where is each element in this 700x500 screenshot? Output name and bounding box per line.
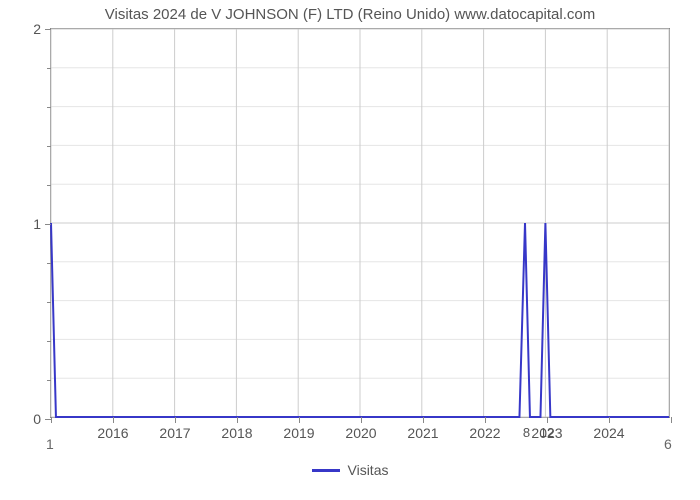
x-tick-mark <box>237 417 238 423</box>
legend-label: Visitas <box>348 462 389 478</box>
x-tick-mark <box>671 417 672 423</box>
series-layer <box>51 29 669 417</box>
y-minor-tick-mark <box>47 146 51 147</box>
x-tick-mark <box>485 417 486 423</box>
y-tick-mark <box>45 29 51 30</box>
x-tick-mark <box>361 417 362 423</box>
x-tick-label: 2020 <box>345 425 376 441</box>
y-minor-tick-mark <box>47 107 51 108</box>
plot-area: 0122016201720182019202020212022202320248… <box>50 28 670 418</box>
x-tick-label: 2019 <box>283 425 314 441</box>
legend: Visitas <box>0 462 700 478</box>
x-tick-label: 2021 <box>407 425 438 441</box>
legend-swatch <box>312 469 340 472</box>
data-point-label: 12 <box>540 425 554 440</box>
y-minor-tick-mark <box>47 68 51 69</box>
x-tick-mark <box>423 417 424 423</box>
y-minor-tick-mark <box>47 302 51 303</box>
chart-title: Visitas 2024 de V JOHNSON (F) LTD (Reino… <box>0 6 700 23</box>
y-tick-label: 0 <box>33 411 41 427</box>
x-tick-mark <box>547 417 548 423</box>
y-minor-tick-mark <box>47 341 51 342</box>
x-tick-mark <box>175 417 176 423</box>
y-tick-label: 1 <box>33 216 41 232</box>
y-tick-mark <box>45 224 51 225</box>
x-tick-label: 2024 <box>593 425 624 441</box>
x-tick-mark <box>299 417 300 423</box>
y-minor-tick-mark <box>47 263 51 264</box>
series-line <box>51 223 669 417</box>
y-tick-label: 2 <box>33 21 41 37</box>
y-minor-tick-mark <box>47 185 51 186</box>
data-point-label: 8 <box>523 425 530 440</box>
x-tick-mark <box>609 417 610 423</box>
axis-extra-right: 6 <box>664 436 672 452</box>
x-tick-mark <box>51 417 52 423</box>
x-tick-mark <box>113 417 114 423</box>
axis-extra-left: 1 <box>46 436 54 452</box>
x-tick-label: 2018 <box>221 425 252 441</box>
x-tick-label: 2022 <box>469 425 500 441</box>
x-tick-label: 2016 <box>97 425 128 441</box>
y-minor-tick-mark <box>47 380 51 381</box>
x-tick-label: 2017 <box>159 425 190 441</box>
